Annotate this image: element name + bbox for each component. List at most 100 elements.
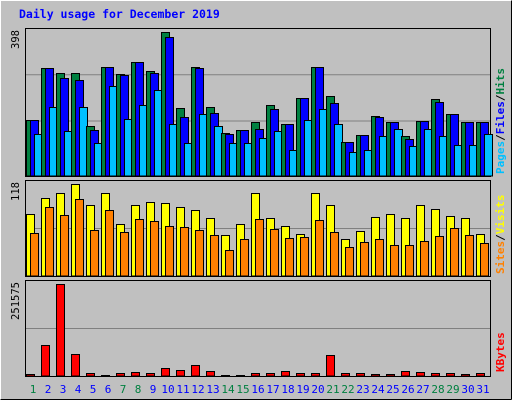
bar-kbytes-day-11 [176, 370, 185, 377]
bar-sites-day-17 [270, 229, 279, 277]
day-label-10: 10 [161, 383, 174, 396]
day-label-24: 24 [371, 383, 385, 396]
bar-sites-day-13 [210, 235, 219, 277]
bar-sites-day-1 [30, 233, 39, 277]
axis-legend-item: Hits [494, 68, 507, 95]
bar-sites-day-26 [405, 245, 414, 277]
day-label-27: 27 [416, 383, 429, 396]
axis-legend-item: Visits [494, 195, 507, 235]
day-label-16: 16 [251, 383, 264, 396]
day-label-2: 2 [45, 383, 52, 396]
bar-kbytes-day-10 [161, 368, 170, 377]
day-label-19: 19 [296, 383, 309, 396]
axis-max-label-bottom: 251575 [10, 282, 22, 320]
chart-title: Daily usage for December 2019 [19, 7, 220, 21]
bar-sites-day-9 [150, 221, 159, 277]
bar-kbytes-day-4 [71, 354, 80, 377]
bar-pages-day-31 [484, 134, 493, 177]
day-label-31: 31 [476, 383, 489, 396]
day-label-9: 9 [150, 383, 157, 396]
bar-sites-day-8 [135, 219, 144, 277]
day-label-13: 13 [206, 383, 219, 396]
bar-sites-day-5 [90, 230, 99, 277]
bar-kbytes-day-5 [86, 373, 95, 377]
day-label-25: 25 [386, 383, 399, 396]
bar-sites-day-28 [435, 236, 444, 277]
bar-kbytes-day-9 [146, 373, 155, 377]
bar-kbytes-day-18 [281, 371, 290, 377]
day-label-7: 7 [120, 383, 127, 396]
bar-kbytes-day-29 [446, 373, 455, 377]
day-label-17: 17 [266, 383, 279, 396]
bar-kbytes-day-16 [251, 373, 260, 377]
bar-sites-day-14 [225, 250, 234, 277]
day-label-30: 30 [461, 383, 474, 396]
bar-sites-day-4 [75, 199, 84, 277]
bar-sites-day-31 [480, 243, 489, 277]
bar-kbytes-day-14 [221, 375, 230, 377]
bar-kbytes-day-15 [236, 375, 245, 377]
day-label-6: 6 [105, 383, 112, 396]
bar-sites-day-11 [180, 227, 189, 277]
panel-middle: 118 Sites/Visits [10, 180, 507, 277]
day-label-12: 12 [191, 383, 204, 396]
axis-legend-item: / [494, 94, 507, 101]
axis-legend-item: Pages [494, 141, 507, 174]
day-label-29: 29 [446, 383, 459, 396]
bar-kbytes-day-17 [266, 373, 275, 377]
bar-kbytes-day-19 [296, 373, 305, 377]
panel-bottom: 251575 KBytes [10, 280, 507, 377]
day-label-22: 22 [341, 383, 354, 396]
bar-kbytes-day-21 [326, 355, 335, 377]
bar-sites-day-2 [45, 207, 54, 277]
bar-sites-day-10 [165, 226, 174, 277]
day-label-21: 21 [326, 383, 339, 396]
bar-kbytes-day-24 [371, 374, 380, 377]
day-label-8: 8 [135, 383, 142, 396]
bar-sites-day-27 [420, 241, 429, 277]
day-label-14: 14 [221, 383, 235, 396]
day-label-20: 20 [311, 383, 324, 396]
bar-sites-day-24 [375, 239, 384, 277]
axis-legend-item: Sites [494, 241, 507, 274]
day-label-5: 5 [90, 383, 97, 396]
day-label-11: 11 [176, 383, 189, 396]
bar-kbytes-day-20 [311, 373, 320, 377]
bar-sites-day-18 [285, 238, 294, 277]
bar-sites-day-19 [300, 237, 309, 277]
bar-kbytes-day-30 [461, 374, 470, 377]
bar-kbytes-day-1 [26, 374, 35, 377]
day-label-3: 3 [60, 383, 67, 396]
bar-kbytes-day-12 [191, 365, 200, 377]
bar-sites-day-22 [345, 247, 354, 277]
bar-kbytes-day-28 [431, 373, 440, 377]
axis-legend-item: / [494, 134, 507, 141]
bar-kbytes-day-6 [101, 375, 110, 377]
day-label-1: 1 [30, 383, 37, 396]
bar-kbytes-day-25 [386, 374, 395, 377]
bar-sites-day-15 [240, 239, 249, 277]
bar-kbytes-day-22 [341, 373, 350, 377]
axis-legend-middle: Sites/Visits [494, 195, 507, 275]
bar-sites-day-25 [390, 245, 399, 277]
axis-max-label-middle: 118 [10, 182, 22, 201]
day-label-26: 26 [401, 383, 414, 396]
bar-kbytes-day-31 [476, 373, 485, 377]
bar-kbytes-day-26 [401, 371, 410, 377]
axis-legend-item: / [494, 234, 507, 241]
bar-kbytes-day-2 [41, 345, 50, 377]
bar-sites-day-30 [465, 235, 474, 277]
day-label-23: 23 [356, 383, 369, 396]
day-label-4: 4 [75, 383, 82, 396]
bar-sites-day-20 [315, 220, 324, 277]
bar-sites-day-7 [120, 232, 129, 277]
bar-sites-day-3 [60, 215, 69, 277]
bar-sites-day-6 [105, 210, 114, 277]
bar-sites-day-16 [255, 219, 264, 277]
day-label-18: 18 [281, 383, 294, 396]
x-axis-day-labels: 1 2 3 4 5 6 7 8 9 10 11 12 13 14 15 16 17 18 19 20 21 22 23 24 2… [30, 383, 490, 396]
bar-sites-day-23 [360, 242, 369, 277]
